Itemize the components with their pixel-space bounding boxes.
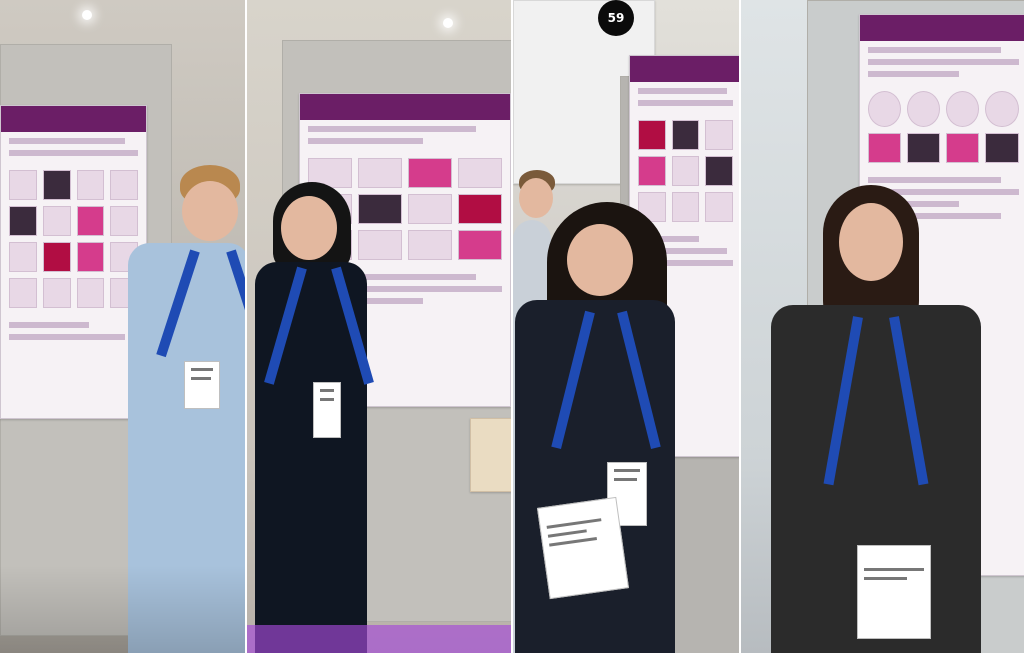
name-badge [856, 545, 931, 639]
name-badge [184, 361, 220, 409]
photo-panel-1 [0, 0, 245, 653]
poster-1 [0, 105, 147, 419]
ceiling-light [442, 18, 453, 28]
purple-carpet [246, 625, 511, 653]
person-3 [514, 202, 695, 653]
person-4 [753, 185, 993, 653]
person-2 [254, 182, 405, 653]
poster-text-line [9, 150, 138, 156]
poster-1-figures [1, 162, 146, 316]
poster-text-line [9, 138, 125, 144]
photo-panel-2 [246, 0, 511, 653]
panel-divider [244, 0, 247, 653]
poster-text-line [9, 322, 89, 328]
paper-card [536, 496, 629, 600]
poster-4-header-bar [859, 15, 1024, 41]
ceiling-light [82, 10, 92, 20]
poster-text-line [9, 334, 125, 340]
floor-shadow [0, 565, 245, 653]
poster-3-header-bar [629, 56, 739, 82]
poster-number-sign: 59 [597, 0, 634, 36]
poster-number-text: 59 [607, 11, 625, 25]
panel-divider [738, 0, 741, 653]
photo-panel-3: 59 [512, 0, 739, 653]
small-note-sheet [469, 418, 511, 492]
name-badge [312, 382, 341, 438]
panel-divider [511, 0, 513, 653]
poster-1-header-bar [1, 106, 146, 132]
poster-2-header-bar [299, 94, 510, 120]
photo-panel-4 [740, 0, 1024, 653]
person-1 [128, 165, 245, 653]
